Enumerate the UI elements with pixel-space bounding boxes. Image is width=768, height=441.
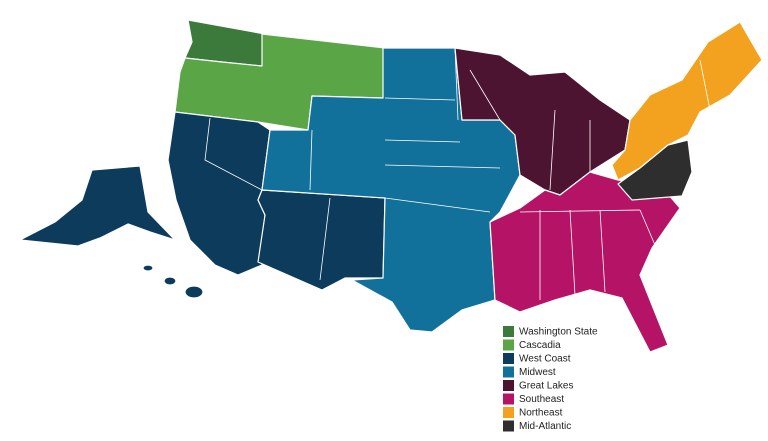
legend-swatch: [503, 380, 514, 391]
region-hawaii: [142, 264, 154, 272]
legend-swatch: [503, 366, 514, 378]
state-borders: [204, 47, 711, 300]
region-mid-atlantic: [617, 139, 693, 201]
region-southeast: [489, 171, 681, 353]
legend-label: Mid-Atlantic: [519, 421, 571, 432]
legend-swatch: [503, 326, 514, 337]
legend-label: Midwest: [519, 367, 556, 378]
legend-label: Northeast: [519, 408, 563, 419]
legend-swatch: [503, 353, 514, 364]
legend: Washington State Cascadia West Coast Midwes…: [503, 326, 598, 432]
regions: [19, 19, 763, 353]
region-northeast: [611, 21, 763, 181]
legend-swatch: [503, 339, 514, 351]
legend-label: Southeast: [519, 394, 564, 405]
region-hawaii: [163, 276, 177, 286]
legend-label: Great Lakes: [519, 381, 573, 392]
legend-label: Washington State: [519, 327, 598, 338]
region-west-coast-az-nm: [257, 189, 386, 291]
legend-label: Cascadia: [519, 340, 561, 351]
region-alaska: [19, 165, 176, 247]
legend-swatch: [503, 393, 514, 405]
region-west-coast-ca-nv: [167, 111, 271, 276]
legend-swatch: [503, 420, 514, 432]
legend-swatch: [503, 407, 514, 418]
region-hawaii: [184, 285, 204, 299]
legend-label: West Coast: [519, 354, 571, 365]
